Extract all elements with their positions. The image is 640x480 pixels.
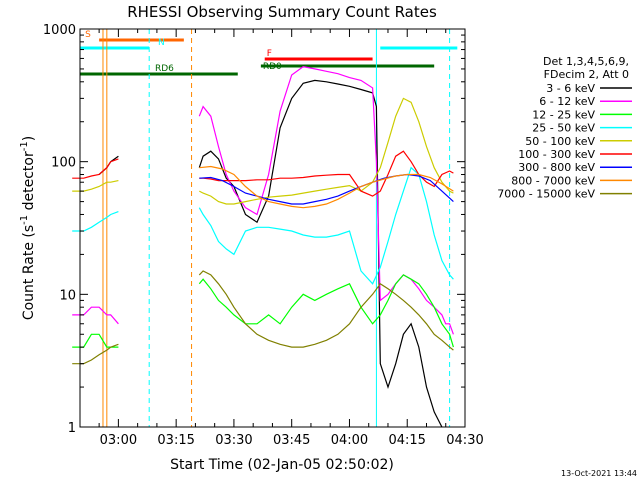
y-axis-label-exp2: -1 xyxy=(19,141,30,151)
x-tick-label: 03:45 xyxy=(273,433,310,448)
legend-header-line1: Det 1,3,4,5,6,9, xyxy=(543,55,629,68)
legend: Det 1,3,4,5,6,9, FDecim 2, Att 0 3 - 6 k… xyxy=(497,55,632,201)
y-axis-ticks: 1 10 100 1000 xyxy=(43,23,465,436)
legend-item-label: 25 - 50 keV xyxy=(532,122,595,135)
legend-item-label: 100 - 300 keV xyxy=(518,148,595,161)
legend-item-label: 50 - 100 keV xyxy=(525,135,595,148)
series-line xyxy=(198,166,454,285)
x-tick-label: 04:30 xyxy=(446,433,483,448)
x-tick-label: 03:00 xyxy=(100,433,137,448)
series-line xyxy=(199,97,454,205)
legend-item-label: 3 - 6 keV xyxy=(546,82,595,95)
series-line xyxy=(198,274,454,348)
x-axis-ticks: 03:00 03:15 03:30 03:45 04:00 04:15 04:30 xyxy=(98,29,484,448)
x-tick-label: 03:15 xyxy=(157,433,194,448)
legend-item-label: 7000 - 15000 keV xyxy=(497,188,595,201)
x-tick-label: 03:30 xyxy=(215,433,252,448)
y-axis-label-exp1: -1 xyxy=(19,215,30,225)
legend-item-label: 6 - 12 keV xyxy=(539,95,595,108)
series-7 xyxy=(199,165,454,209)
series-line xyxy=(199,165,454,209)
footer-date: 13-Oct-2021 13:44 xyxy=(561,469,637,478)
x-tick-label: 04:15 xyxy=(388,433,425,448)
y-axis-label-mid: detector xyxy=(21,151,37,215)
y-tick-label: 100 xyxy=(51,156,76,171)
plot-content: S N F RD0 RD6 xyxy=(72,29,458,428)
chart-title: RHESSI Observing Summary Count Rates xyxy=(127,3,437,21)
series-line xyxy=(198,270,454,351)
flag-label-rd0: RD0 xyxy=(263,62,282,72)
y-axis-label-main: Count Rate (s xyxy=(21,225,37,320)
y-tick-label: 1 xyxy=(68,421,76,436)
flag-label-rd6: RD6 xyxy=(155,64,174,74)
x-axis-label: Start Time (02-Jan-05 02:50:02) xyxy=(170,457,394,473)
flag-label-s: S xyxy=(85,30,91,40)
flag-label-f: F xyxy=(267,49,272,59)
y-axis-label: Count Rate (s-1 detector-1) xyxy=(19,136,37,320)
y-tick-label: 10 xyxy=(59,288,76,303)
series-line xyxy=(198,66,454,335)
flag-label-n: N xyxy=(158,38,165,48)
series-line xyxy=(72,158,119,179)
legend-header-line2: FDecim 2, Att 0 xyxy=(544,68,629,81)
y-axis-label-end: ) xyxy=(21,136,37,141)
legend-item-label: 300 - 800 keV xyxy=(518,161,595,174)
legend-item-label: 800 - 7000 keV xyxy=(511,174,595,187)
x-tick-label: 04:00 xyxy=(331,433,368,448)
y-tick-label: 1000 xyxy=(43,23,76,38)
legend-item-label: 12 - 25 keV xyxy=(532,108,595,121)
